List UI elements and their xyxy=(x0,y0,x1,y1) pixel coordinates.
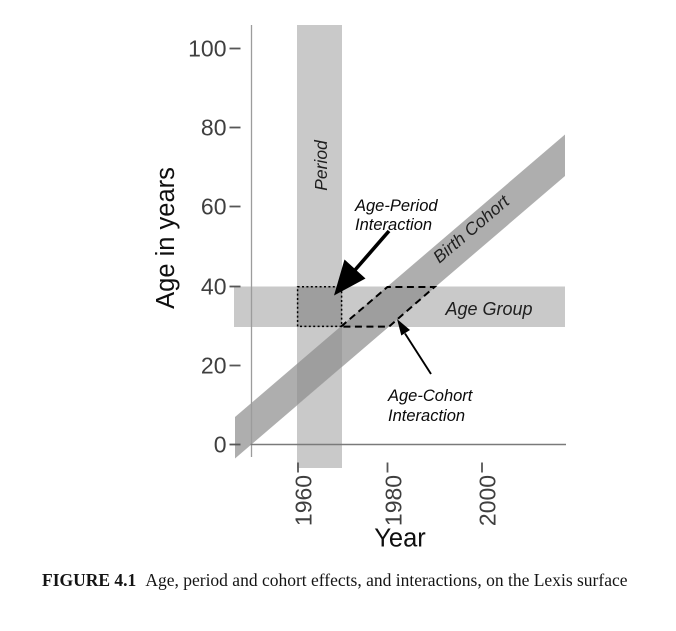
x-tick-marks xyxy=(297,462,483,473)
y-axis-title: Age in years xyxy=(152,167,180,309)
x-tick-label-2000: 2000 xyxy=(475,475,501,526)
age-period-arrow xyxy=(334,229,391,296)
y-tick-label-100: 100 xyxy=(188,36,226,62)
bands xyxy=(234,25,565,468)
period-age-overlap xyxy=(297,286,342,327)
x-tick-labels: 1960 1980 2000 xyxy=(291,475,501,526)
y-tick-label-40: 40 xyxy=(201,274,227,300)
age-cohort-annotation: Age-Cohort Interaction xyxy=(387,387,474,425)
age-cohort-annotation-line1: Age-Cohort xyxy=(387,387,474,405)
age-cohort-arrow xyxy=(397,319,432,375)
y-tick-label-80: 80 xyxy=(201,115,227,141)
age-period-annotation-line1: Age-Period xyxy=(354,197,438,215)
age-cohort-arrow-shaft xyxy=(404,332,432,375)
age-period-interaction-outline xyxy=(296,286,343,328)
y-tick-labels: 100 80 60 40 20 0 xyxy=(188,36,226,458)
axes xyxy=(250,25,566,457)
age-period-annotation: Age-Period Interaction xyxy=(354,197,438,234)
cohort-age-overlap xyxy=(340,286,436,327)
period-band xyxy=(297,25,342,468)
y-tick-label-0: 0 xyxy=(214,432,227,458)
age-group-band-label: Age Group xyxy=(444,299,532,319)
age-period-arrow-shaft xyxy=(353,229,391,272)
y-tick-label-60: 60 xyxy=(201,194,227,220)
figure-caption-number: FIGURE 4.1 xyxy=(42,570,137,590)
cohort-period-overlap xyxy=(297,325,342,405)
age-period-annotation-line2: Interaction xyxy=(355,216,432,234)
figure-caption: FIGURE 4.1 Age, period and cohort effects… xyxy=(42,570,642,591)
age-cohort-arrowhead-icon xyxy=(397,319,410,336)
x-axis-title: Year xyxy=(374,525,426,553)
y-tick-marks xyxy=(229,47,241,446)
age-period-arrowhead-icon xyxy=(334,259,366,296)
x-tick-label-1980: 1980 xyxy=(381,475,407,526)
y-tick-label-20: 20 xyxy=(201,353,227,379)
figure-caption-text: Age, period and cohort effects, and inte… xyxy=(145,570,628,590)
period-band-label: Period xyxy=(311,139,331,191)
x-tick-label-1960: 1960 xyxy=(291,475,317,526)
age-cohort-annotation-line2: Interaction xyxy=(388,407,465,425)
age-cohort-interaction-outline xyxy=(338,286,438,328)
